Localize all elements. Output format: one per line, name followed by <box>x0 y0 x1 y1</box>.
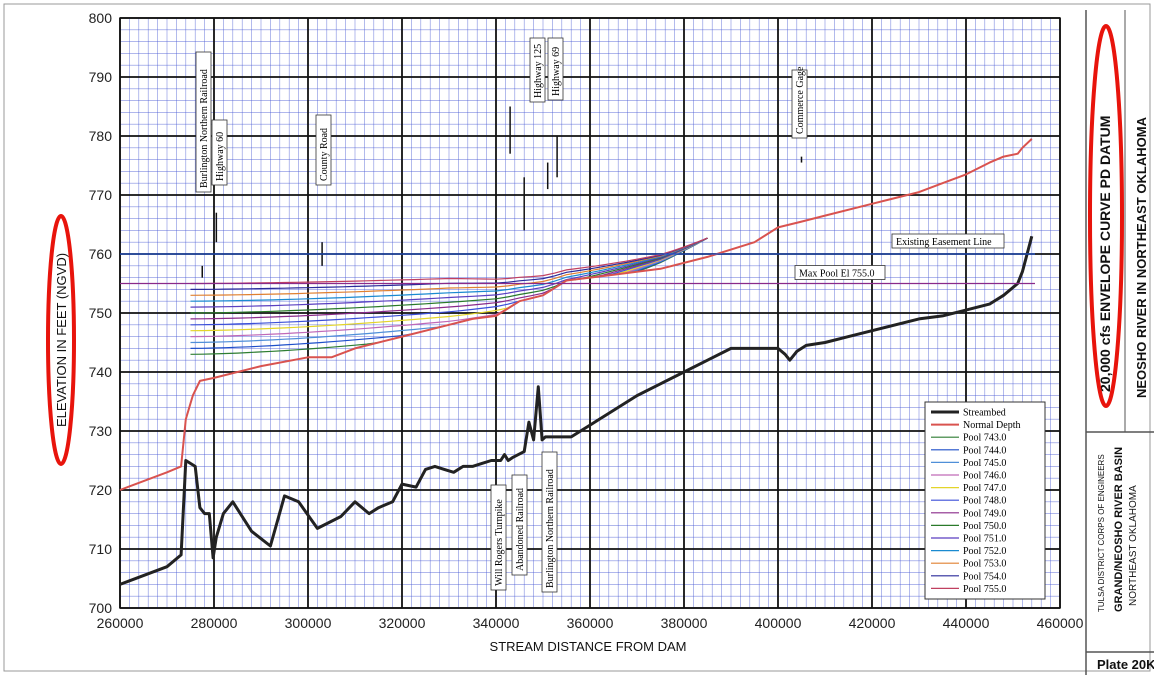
legend-entry: Pool 744.0 <box>963 445 1006 456</box>
pool-line <box>190 237 708 296</box>
legend-entry: Pool 746.0 <box>963 471 1006 482</box>
legend-entry: Pool 748.0 <box>963 496 1006 507</box>
legend-entry: Pool 749.0 <box>963 508 1006 519</box>
side-region: NORTHEAST OKLAHOMA <box>1128 485 1139 606</box>
pool-line <box>190 237 708 326</box>
pool-line <box>190 237 708 320</box>
x-tick-label: 320000 <box>379 615 426 631</box>
y-tick-label: 750 <box>89 305 113 321</box>
x-tick-label: 380000 <box>661 615 708 631</box>
annotation-box <box>195 51 212 193</box>
annotation-box <box>211 119 228 186</box>
reference-label: Max Pool El 755.0 <box>799 269 875 280</box>
annotation-label: Highway 125 <box>533 44 544 98</box>
x-tick-label: 420000 <box>849 615 896 631</box>
annotation-label: Will Rogers Turnpike <box>494 499 505 586</box>
y-tick-label: 800 <box>89 10 113 26</box>
pool-line <box>190 237 708 308</box>
y-tick-label: 730 <box>89 423 113 439</box>
y-tick-label: 710 <box>89 541 113 557</box>
x-tick-label: 260000 <box>97 615 144 631</box>
legend-entry: Pool 743.0 <box>963 433 1006 444</box>
x-tick-label: 300000 <box>285 615 332 631</box>
y-tick-label: 760 <box>89 246 113 262</box>
legend-entry: Streambed <box>963 408 1006 419</box>
pool-line <box>190 237 708 314</box>
legend-entry: Pool 755.0 <box>963 584 1006 595</box>
reference-lines: Existing Easement Line Max Pool El 755.0 <box>120 233 1035 285</box>
y-tick-label: 740 <box>89 364 113 380</box>
legend-entry: Pool 754.0 <box>963 571 1006 582</box>
legend-entry: Pool 747.0 <box>963 483 1006 494</box>
legend-entry: Pool 751.0 <box>963 534 1006 545</box>
annotation-label: Burlington Northern Railroad <box>199 69 210 188</box>
annotation-box <box>791 69 808 139</box>
legend-entry: Pool 752.0 <box>963 546 1006 557</box>
series-lines <box>119 138 1034 586</box>
annotation-label: Commerce Gage <box>795 66 806 134</box>
reference-label-box <box>794 265 886 280</box>
title-block: 20,000 cfs ENVELOPE CURVE PD DATUM NEOSH… <box>1085 10 1154 675</box>
side-subtitle: NEOSHO RIVER IN NORTHEAST OKLAHOMA <box>1134 116 1149 398</box>
y-tick-label: 790 <box>89 69 113 85</box>
annotation-label: Highway 69 <box>551 47 562 96</box>
y-title-highlight <box>46 214 76 466</box>
annotation-box <box>529 37 546 103</box>
x-tick-label: 340000 <box>473 615 520 631</box>
y-tick-label: 700 <box>89 600 113 616</box>
annotation-label: Highway 60 <box>215 132 226 181</box>
annotation-box <box>547 37 564 101</box>
x-tick-label: 440000 <box>943 615 990 631</box>
pool-line <box>190 237 708 285</box>
annotations: Burlington Northern Railroad Highway 60 Co… <box>195 37 808 593</box>
legend-entry: Normal Depth <box>963 420 1021 431</box>
streambed-line <box>119 235 1034 586</box>
annotation-label: Abandoned Railroad <box>515 488 526 571</box>
annotation-box <box>511 474 528 576</box>
reference-label: Existing Easement Line <box>896 237 992 248</box>
y-axis-title: ELEVATION IN FEET (NGVD) <box>54 253 69 427</box>
grid <box>119 17 1061 609</box>
y-tick-label: 780 <box>89 128 113 144</box>
side-basin: GRAND/NEOSHO RIVER BASIN <box>1113 447 1125 612</box>
y-tick-label: 770 <box>89 187 113 203</box>
legend-entry: Pool 745.0 <box>963 458 1006 469</box>
side-title: 20,000 cfs ENVELOPE CURVE PD DATUM <box>1097 116 1113 392</box>
plate-label: Plate 20K <box>1097 657 1154 672</box>
legend-entry: Pool 753.0 <box>963 559 1006 570</box>
annotation-box <box>541 451 558 593</box>
x-tick-label: 280000 <box>191 615 238 631</box>
annotation-box <box>490 484 507 591</box>
normal-depth-line <box>119 138 1033 491</box>
side-title-highlight <box>1088 24 1124 408</box>
annotation-label: Burlington Northern Railroad <box>545 469 556 588</box>
x-tick-label: 360000 <box>567 615 614 631</box>
annotation-label: County Road <box>319 128 330 181</box>
annotation-box <box>315 114 332 186</box>
x-tick-label: 460000 <box>1037 615 1084 631</box>
page-border <box>3 3 1151 672</box>
legend-entry: Pool 750.0 <box>963 521 1006 532</box>
pool-line <box>190 237 708 332</box>
axis-ticks: 260000 280000 300000 320000 340000 360000 3800… <box>89 10 1084 631</box>
y-tick-label: 720 <box>89 482 113 498</box>
x-axis-title: STREAM DISTANCE FROM DAM <box>490 639 687 654</box>
reference-label-box <box>891 233 1005 249</box>
side-agency: TULSA DISTRICT CORPS OF ENGINEERS <box>1097 454 1106 612</box>
pool-line <box>190 237 708 302</box>
x-tick-label: 400000 <box>755 615 802 631</box>
